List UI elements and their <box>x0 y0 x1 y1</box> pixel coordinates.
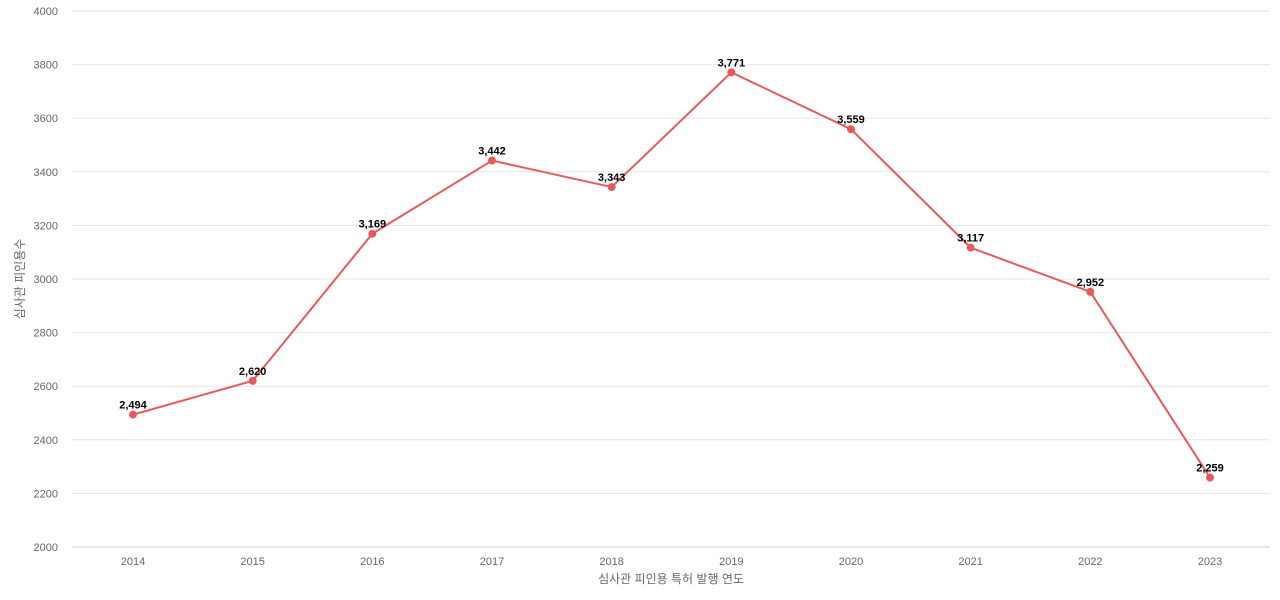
x-axis-ticks: 2014 2015 2016 2017 2018 2019 2020 2021 2022 2023 <box>121 556 1222 568</box>
y-tick-label: 3000 <box>34 274 58 286</box>
x-tick-label: 2020 <box>839 556 863 568</box>
x-tick-label: 2022 <box>1078 556 1102 568</box>
data-point <box>488 156 496 165</box>
series-line <box>132 71 1211 479</box>
x-tick-label: 2015 <box>240 556 264 568</box>
data-labels: 2,494 2,620 3,169 3,442 3,343 3,771 3,559 3,117… <box>119 57 1224 474</box>
data-label: 3,117 <box>957 233 984 245</box>
x-tick-label: 2014 <box>121 556 145 568</box>
y-axis-title: 심사관 피인용수 <box>13 239 27 320</box>
data-point <box>368 229 377 238</box>
x-tick-label: 2023 <box>1198 556 1222 568</box>
data-point <box>1206 473 1214 482</box>
y-tick-label: 3400 <box>34 167 58 179</box>
data-label: 2,259 <box>1196 463 1224 475</box>
data-label: 3,343 <box>598 172 626 184</box>
data-label: 3,559 <box>837 114 865 126</box>
y-tick-label: 2000 <box>34 542 58 554</box>
data-point <box>248 376 257 385</box>
data-point <box>1086 287 1095 296</box>
series <box>129 68 1214 482</box>
y-tick-label: 2200 <box>34 488 58 500</box>
data-label: 3,442 <box>478 146 506 158</box>
y-tick-label: 2400 <box>34 435 58 447</box>
x-tick-label: 2019 <box>719 556 743 568</box>
data-point <box>129 410 137 419</box>
y-tick-label: 3200 <box>34 220 58 232</box>
y-tick-label: 2800 <box>34 328 58 340</box>
x-tick-label: 2018 <box>599 556 623 568</box>
x-tick-label: 2016 <box>360 556 384 568</box>
y-axis-ticks: 2000 2200 2400 2600 2800 3000 3200 3400 3600 3800… <box>34 6 58 554</box>
data-point <box>727 68 736 77</box>
y-tick-label: 2600 <box>34 381 58 393</box>
y-tick-label: 4000 <box>34 6 58 18</box>
x-axis-title: 심사관 피인용 특허 발행 연도 <box>598 571 744 586</box>
data-point <box>966 243 975 252</box>
x-tick-label: 2017 <box>480 556 504 568</box>
data-point <box>847 125 855 134</box>
data-label: 2,620 <box>239 366 267 378</box>
data-point <box>607 183 616 192</box>
data-label: 2,494 <box>119 400 147 412</box>
x-tick-label: 2021 <box>958 556 982 568</box>
data-label: 2,952 <box>1077 277 1105 289</box>
y-tick-label: 3600 <box>34 113 58 125</box>
data-label: 3,771 <box>718 57 746 69</box>
data-label: 3,169 <box>359 219 387 231</box>
y-tick-label: 3800 <box>34 60 58 72</box>
gridlines <box>72 10 1270 494</box>
